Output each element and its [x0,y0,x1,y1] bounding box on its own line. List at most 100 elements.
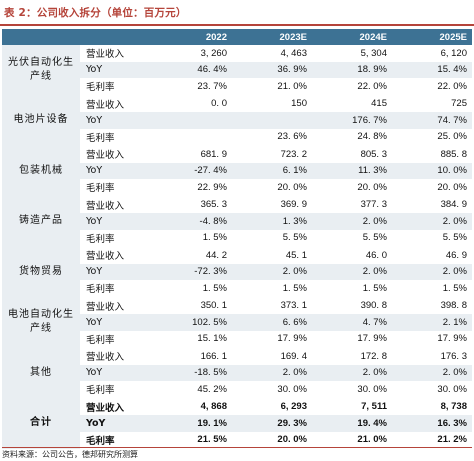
table-row: YoY -72. 3% 2. 0% 2. 0% 2. 0% [2,263,472,280]
value-cell: 25. 0% [392,128,472,146]
value-cell: 5. 5% [312,229,392,247]
metric-label: YoY [80,415,152,432]
value-cell: 30. 0% [232,381,312,399]
value-cell: 369. 9 [232,196,312,213]
table-row: 电池自动化生产线 营业收入 350. 1 373. 1 390. 8 398. 8 [2,297,472,348]
header-cell [2,29,80,45]
value-cell: 102. 5% [152,314,232,331]
metric-label: 毛利率 [80,431,152,449]
value-cell: 1. 5% [312,280,392,298]
value-cell [152,128,232,146]
value-cell: 44. 2 [152,246,232,264]
value-cell: 2. 0% [232,263,312,280]
value-cell: 46. 4% [152,61,232,78]
table-row: 毛利率 1. 5% 5. 5% 5. 5% 5. 5% [2,229,472,247]
value-cell: 1. 3% [232,213,312,230]
value-cell: 5. 5% [232,229,312,247]
metric-label: YoY [80,112,152,129]
value-cell: 1. 5% [232,280,312,298]
metric-label: YoY [80,162,152,179]
table-row: YoY -18. 5% 2. 0% 2. 0% 2. 0% [2,364,472,381]
table-row: 铸造产品 营业收入 365. 3 369. 9 377. 3 384. 9 [2,196,472,247]
value-cell: 8, 738 [392,398,472,415]
value-cell: 22. 0% [392,78,472,96]
header-cell-year: 2022 [152,29,232,45]
value-cell: 17. 9% [232,330,312,348]
value-cell: 2. 0% [312,364,392,381]
value-cell: 4, 868 [152,398,232,415]
value-cell: 377. 3 [312,196,392,213]
value-cell [232,112,312,129]
segment-name: 电池片设备 [2,95,80,146]
value-cell: 2. 0% [392,364,472,381]
value-cell: 350. 1 [152,297,232,314]
value-cell: 19. 1% [152,415,232,432]
value-cell: 390. 8 [312,297,392,314]
value-cell: 15. 4% [392,61,472,78]
value-cell [152,112,232,129]
value-cell: 7, 511 [312,398,392,415]
value-cell: 176. 3 [392,347,472,365]
table-row: 其他 营业收入 166. 1 169. 4 172. 8 176. 3 [2,347,472,398]
value-cell: 3, 260 [152,45,232,62]
table-row: 毛利率 21. 5% 20. 0% 21. 0% 21. 2% [2,431,472,449]
value-cell: 11. 3% [312,162,392,179]
value-cell: 24. 8% [312,128,392,146]
value-cell: 21. 2% [392,431,472,449]
value-cell: 169. 4 [232,347,312,365]
header-cell-year: 2024E [312,29,392,45]
table-row: YoY 176. 7% 74. 7% [2,112,472,129]
metric-label: 营业收入 [80,246,152,264]
table-row: 毛利率 45. 2% 30. 0% 30. 0% 30. 0% [2,381,472,399]
metric-label: 毛利率 [80,330,152,348]
metric-label: YoY [80,364,152,381]
value-cell: 1. 5% [392,280,472,298]
table-row: YoY 19. 1% 29. 3% 19. 4% 16. 3% [2,415,472,432]
header-row: 2022 2023E 2024E 2025E [2,29,472,45]
metric-label: YoY [80,314,152,331]
table-row: 货物贸易 营业收入 44. 2 45. 1 46. 0 46. 9 [2,246,472,297]
value-cell: 16. 3% [392,415,472,432]
value-cell: -4. 8% [152,213,232,230]
table-row: YoY -4. 8% 1. 3% 2. 0% 2. 0% [2,213,472,230]
segment-name: 光伏自动化生产线 [2,45,80,95]
value-cell: 1. 5% [152,280,232,298]
metric-label: 营业收入 [80,297,152,314]
metric-label: YoY [80,61,152,78]
value-cell: 23. 6% [232,128,312,146]
value-cell: 373. 1 [232,297,312,314]
table-title: 表 2：公司收入拆分（单位：百万元） [4,6,187,19]
value-cell: 17. 9% [392,330,472,348]
metric-label: YoY [80,263,152,280]
value-cell: 805. 3 [312,145,392,163]
metric-label: 营业收入 [80,398,152,415]
metric-label: 营业收入 [80,45,152,62]
metric-label: 营业收入 [80,95,152,112]
metric-label: YoY [80,213,152,230]
value-cell: 45. 2% [152,381,232,399]
value-cell: 1. 5% [152,229,232,247]
value-cell: 4, 463 [232,45,312,62]
value-cell: 415 [312,95,392,112]
value-cell: 22. 0% [312,78,392,96]
value-cell: 18. 9% [312,61,392,78]
source-note: 资料来源：公司公告，德邦研究所测算 [2,447,472,460]
metric-label: 毛利率 [80,229,152,247]
metric-label: 毛利率 [80,78,152,96]
value-cell: 10. 0% [392,162,472,179]
segment-name: 合计 [2,398,80,449]
segment-name: 包装机械 [2,145,80,196]
value-cell: 22. 9% [152,179,232,197]
value-cell: 15. 1% [152,330,232,348]
value-cell: 20. 0% [392,179,472,197]
value-cell: 74. 7% [392,112,472,129]
table-row: 合计 营业收入 4, 868 6, 293 7, 511 8, 738 [2,398,472,449]
metric-label: 毛利率 [80,128,152,146]
table-row: 毛利率 1. 5% 1. 5% 1. 5% 1. 5% [2,280,472,298]
table-row: 毛利率 23. 6% 24. 8% 25. 0% [2,128,472,146]
value-cell: 21. 0% [312,431,392,449]
value-cell: 6, 293 [232,398,312,415]
value-cell: 681. 9 [152,145,232,163]
value-cell: 150 [232,95,312,112]
value-cell: 21. 5% [152,431,232,449]
